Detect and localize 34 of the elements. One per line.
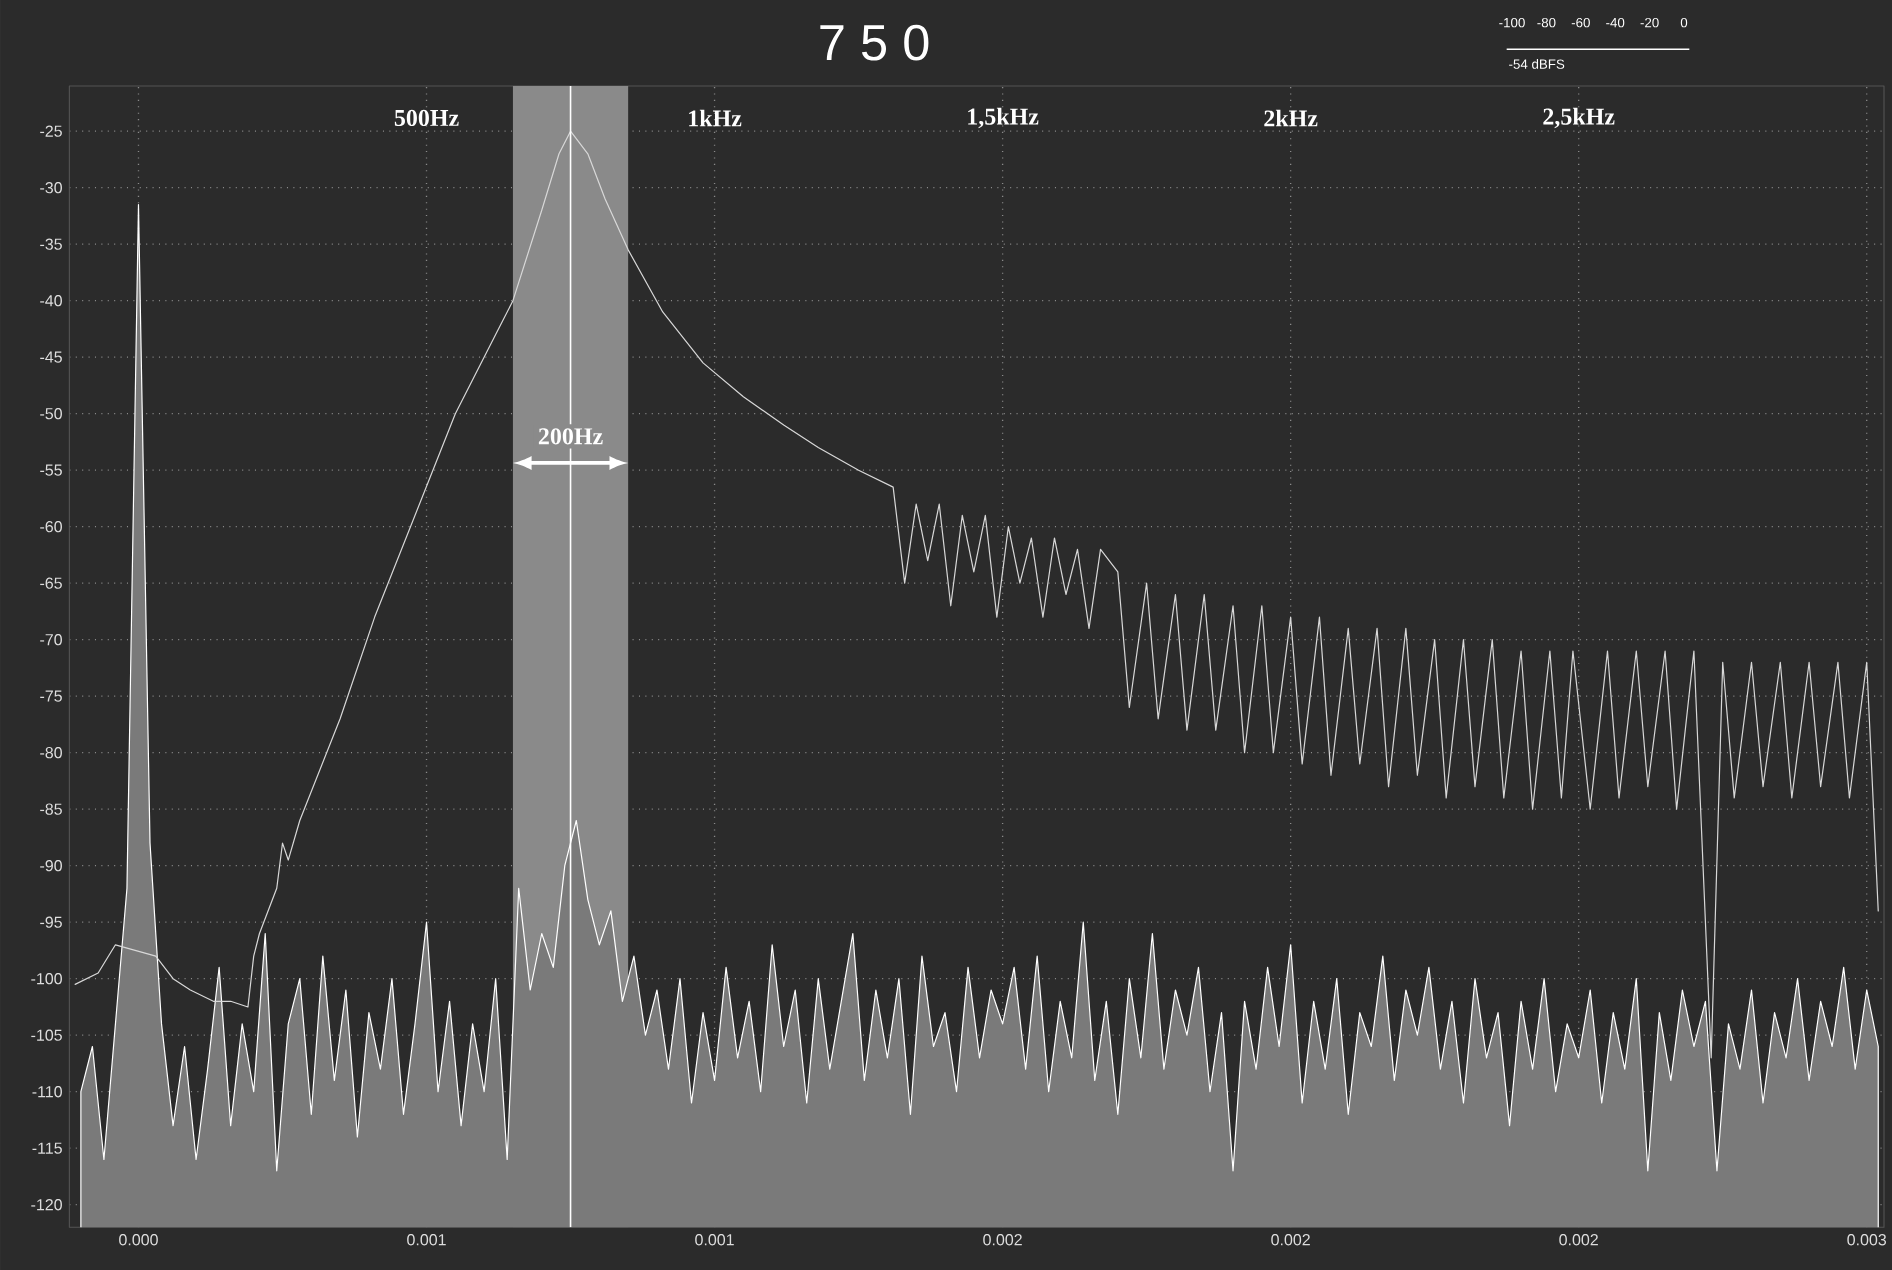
y-tick-label: -30 — [40, 182, 62, 194]
x-tick-label: 0.003 — [1847, 1234, 1887, 1246]
x-tick-label: 0.002 — [983, 1234, 1022, 1246]
y-tick-label: -45 — [40, 351, 62, 363]
y-tick-label: -40 — [40, 295, 62, 307]
x-tick-label: 0.002 — [1559, 1234, 1598, 1246]
x-tick-label: 0.000 — [119, 1234, 158, 1246]
y-tick-label: -85 — [40, 803, 62, 815]
y-tick-label: -115 — [32, 1142, 62, 1154]
y-tick-label: -65 — [40, 577, 62, 589]
annotation: 500Hz — [394, 109, 459, 127]
y-tick-label: -110 — [32, 1086, 62, 1098]
y-tick-label: -120 — [31, 1199, 62, 1211]
y-tick-label: -90 — [40, 860, 62, 872]
chart-title: 7 5 0 — [820, 24, 929, 61]
annotation: 1,5kHz — [968, 107, 1039, 129]
y-tick-label: -105 — [31, 1029, 62, 1041]
y-tick-label: -80 — [40, 747, 62, 759]
y-tick-label: -50 — [40, 408, 62, 420]
annotation: 2,5kHz — [1543, 107, 1615, 129]
annotation: 2kHz — [1264, 109, 1318, 127]
y-tick-label: -95 — [40, 916, 62, 928]
y-tick-label: -35 — [40, 238, 62, 250]
y-tick-label: -25 — [40, 125, 62, 137]
y-tick-label: -55 — [40, 464, 62, 476]
annotation: 200Hz — [538, 428, 603, 445]
annotation: 1kHz — [689, 109, 742, 127]
x-tick-label: 0.002 — [1271, 1234, 1310, 1246]
y-tick-label: -60 — [40, 521, 62, 533]
y-tick-label: -70 — [40, 634, 62, 646]
x-tick-label: 0.001 — [695, 1234, 734, 1246]
y-tick-label: -75 — [40, 690, 62, 702]
y-tick-label: -100 — [31, 973, 62, 985]
x-tick-label: 0.001 — [407, 1234, 446, 1246]
